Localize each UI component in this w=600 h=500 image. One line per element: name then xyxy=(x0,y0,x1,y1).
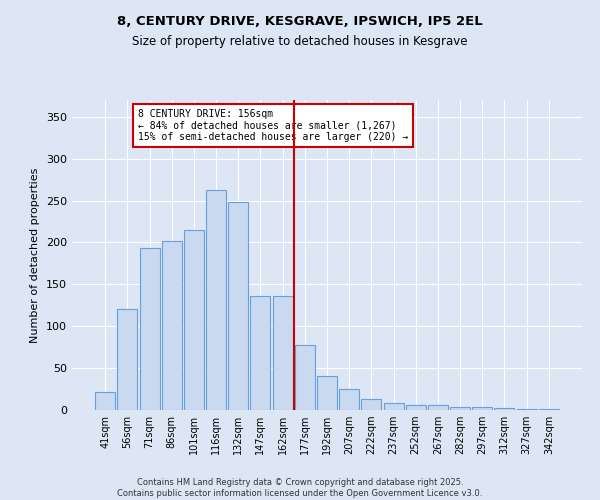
Bar xyxy=(184,230,204,410)
Bar xyxy=(450,406,470,410)
Bar xyxy=(361,399,382,410)
Text: Size of property relative to detached houses in Kesgrave: Size of property relative to detached ho… xyxy=(132,35,468,48)
Bar xyxy=(162,241,182,410)
Bar xyxy=(539,409,559,410)
Bar xyxy=(295,344,315,410)
Bar xyxy=(228,202,248,410)
Bar xyxy=(317,376,337,410)
Bar xyxy=(339,389,359,410)
Bar xyxy=(95,392,115,410)
Text: 8 CENTURY DRIVE: 156sqm
← 84% of detached houses are smaller (1,267)
15% of semi: 8 CENTURY DRIVE: 156sqm ← 84% of detache… xyxy=(139,110,409,142)
Y-axis label: Number of detached properties: Number of detached properties xyxy=(31,168,40,342)
Text: 8, CENTURY DRIVE, KESGRAVE, IPSWICH, IP5 2EL: 8, CENTURY DRIVE, KESGRAVE, IPSWICH, IP5… xyxy=(117,15,483,28)
Bar xyxy=(517,409,536,410)
Bar xyxy=(406,405,426,410)
Bar xyxy=(383,404,404,410)
Bar xyxy=(494,408,514,410)
Bar xyxy=(118,310,137,410)
Bar xyxy=(272,296,293,410)
Bar xyxy=(428,405,448,410)
Bar xyxy=(472,408,492,410)
Bar xyxy=(140,248,160,410)
Bar xyxy=(206,190,226,410)
Bar xyxy=(250,296,271,410)
Text: Contains HM Land Registry data © Crown copyright and database right 2025.
Contai: Contains HM Land Registry data © Crown c… xyxy=(118,478,482,498)
